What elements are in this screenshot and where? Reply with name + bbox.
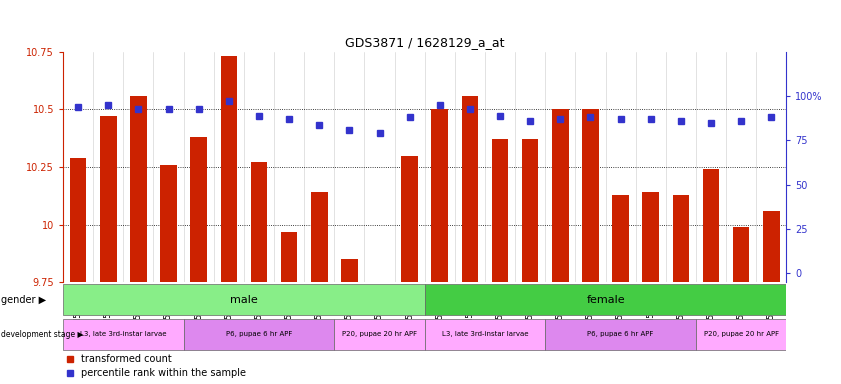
Bar — [401, 156, 418, 282]
Bar — [612, 195, 629, 282]
Text: male: male — [230, 295, 257, 305]
Bar — [703, 169, 719, 282]
Bar — [462, 96, 479, 282]
Text: L3, late 3rd-instar larvae: L3, late 3rd-instar larvae — [442, 331, 528, 337]
Bar — [130, 96, 146, 282]
Bar — [431, 109, 448, 282]
Bar — [643, 192, 659, 282]
Bar — [251, 162, 267, 282]
Bar — [545, 319, 696, 349]
Text: P6, pupae 6 hr APF: P6, pupae 6 hr APF — [225, 331, 292, 337]
Text: development stage ▶: development stage ▶ — [1, 329, 83, 339]
Bar — [183, 319, 334, 349]
Bar — [100, 116, 117, 282]
Bar — [161, 165, 177, 282]
Text: transformed count: transformed count — [81, 354, 172, 364]
Bar — [582, 109, 599, 282]
Bar — [70, 158, 87, 282]
Bar — [63, 284, 425, 315]
Bar — [220, 56, 237, 282]
Bar — [190, 137, 207, 282]
Text: P6, pupae 6 hr APF: P6, pupae 6 hr APF — [587, 331, 653, 337]
Bar — [522, 139, 538, 282]
Text: P20, pupae 20 hr APF: P20, pupae 20 hr APF — [342, 331, 417, 337]
Text: P20, pupae 20 hr APF: P20, pupae 20 hr APF — [704, 331, 779, 337]
Bar — [281, 232, 298, 282]
Bar — [733, 227, 749, 282]
Text: L3, late 3rd-instar larvae: L3, late 3rd-instar larvae — [80, 331, 167, 337]
Bar — [696, 319, 786, 349]
Bar — [63, 319, 183, 349]
Bar — [763, 211, 780, 282]
Text: female: female — [586, 295, 625, 305]
Bar — [311, 192, 327, 282]
Bar — [425, 319, 545, 349]
Text: gender ▶: gender ▶ — [1, 295, 46, 305]
Bar — [341, 259, 357, 282]
Bar — [334, 319, 425, 349]
Bar — [492, 139, 508, 282]
Text: percentile rank within the sample: percentile rank within the sample — [81, 368, 246, 378]
Bar — [425, 284, 786, 315]
Bar — [552, 109, 569, 282]
Bar — [673, 195, 689, 282]
Title: GDS3871 / 1628129_a_at: GDS3871 / 1628129_a_at — [345, 36, 505, 49]
